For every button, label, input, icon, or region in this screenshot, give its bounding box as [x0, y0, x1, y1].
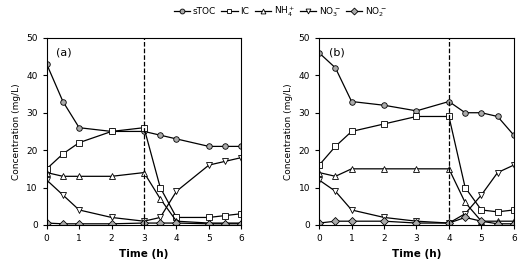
Text: (b): (b) — [329, 47, 345, 57]
X-axis label: Time (h): Time (h) — [392, 249, 441, 259]
Y-axis label: Concentration (mg/L): Concentration (mg/L) — [284, 83, 293, 180]
Text: (a): (a) — [57, 47, 72, 57]
Y-axis label: Concentration (mg/L): Concentration (mg/L) — [11, 83, 21, 180]
X-axis label: Time (h): Time (h) — [119, 249, 169, 259]
Legend: sTOC, IC, NH$_4^+$, NO$_3^-$, NO$_2^-$: sTOC, IC, NH$_4^+$, NO$_3^-$, NO$_2^-$ — [174, 5, 387, 19]
